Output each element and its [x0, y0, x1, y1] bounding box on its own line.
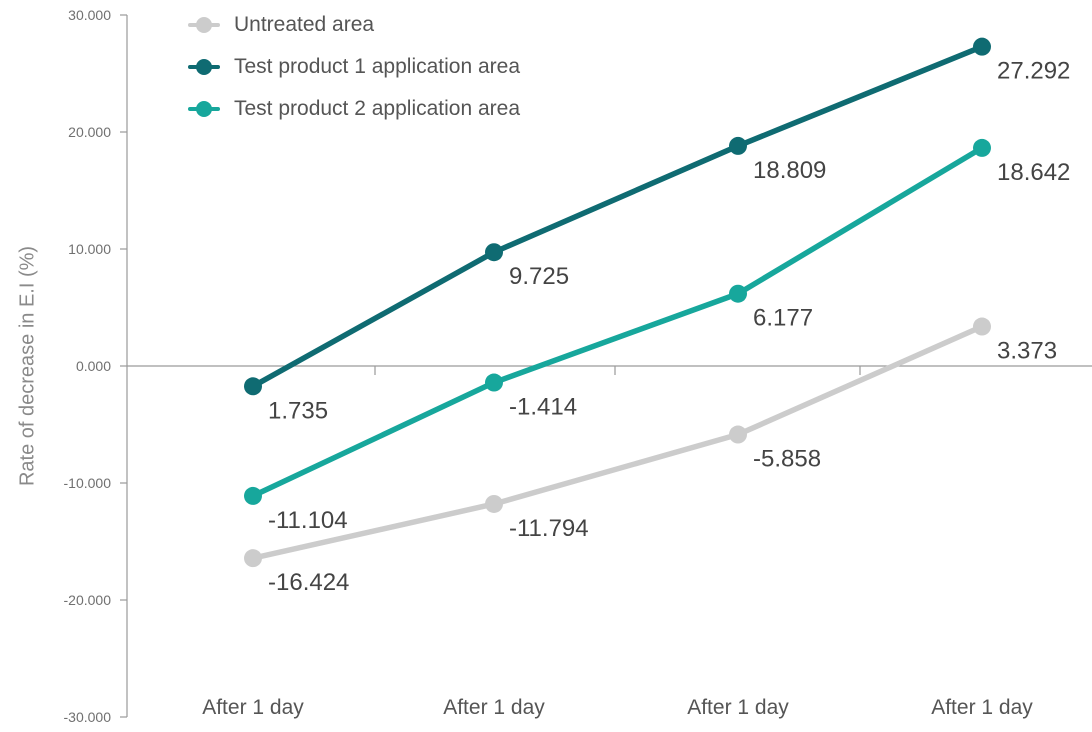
- y-tick-label: -10.000: [64, 475, 112, 491]
- x-category-label: After 1 day: [443, 696, 545, 719]
- legend-item-test-product-1: Test product 1 application area: [186, 46, 520, 88]
- data-point-test-product-2: [729, 284, 747, 303]
- y-tick-label: -30.000: [64, 709, 112, 725]
- data-label-test-product-2: 6.177: [753, 305, 813, 332]
- x-category-label: After 1 day: [931, 696, 1033, 719]
- data-point-untreated: [729, 425, 747, 444]
- data-label-test-product-2: -1.414: [509, 394, 577, 421]
- y-axis-title: Rate of decrease in E.I (%): [16, 245, 39, 487]
- series-line-untreated: [250, 323, 985, 561]
- data-point-test-product-2: [485, 373, 503, 392]
- legend-item-untreated: Untreated area: [186, 4, 520, 46]
- legend-item-test-product-2: Test product 2 application area: [186, 88, 520, 130]
- series-line-test-product-1: [250, 43, 985, 390]
- data-label-untreated: -16.424: [268, 569, 349, 596]
- y-tick-label: 20.000: [68, 124, 111, 140]
- data-point-test-product-2: [244, 486, 262, 505]
- legend-marker-untreated: [186, 15, 222, 35]
- data-point-test-product-1: [485, 243, 503, 262]
- legend-marker-test-product-1: [186, 57, 222, 77]
- data-point-test-product-1: [973, 37, 991, 56]
- legend-label-test-product-1: Test product 1 application area: [234, 55, 521, 78]
- legend-marker-test-product-2: [186, 99, 222, 119]
- y-tick-label: 0.000: [76, 358, 111, 374]
- data-point-untreated: [244, 549, 262, 568]
- data-point-test-product-1: [244, 377, 262, 396]
- x-category-label: After 1 day: [202, 696, 304, 719]
- data-point-test-product-1: [729, 136, 747, 155]
- data-point-untreated: [973, 317, 991, 336]
- data-point-untreated: [485, 494, 503, 513]
- data-label-test-product-1: 9.725: [509, 263, 569, 290]
- data-label-test-product-1: 1.735: [268, 397, 328, 424]
- x-category-label: After 1 day: [687, 696, 789, 719]
- legend-label-untreated: Untreated area: [234, 13, 375, 36]
- data-label-test-product-1: 18.809: [753, 157, 826, 184]
- legend-label-test-product-2: Test product 2 application area: [234, 97, 521, 120]
- data-point-test-product-2: [973, 138, 991, 157]
- data-label-untreated: -5.858: [753, 446, 821, 473]
- data-label-test-product-2: -11.104: [268, 507, 348, 534]
- y-tick-label: 30.000: [68, 7, 111, 23]
- data-label-untreated: 3.373: [997, 338, 1057, 365]
- data-label-test-product-1: 27.292: [997, 58, 1070, 85]
- y-tick-label: 10.000: [68, 241, 111, 257]
- series-line-test-product-2: [250, 145, 985, 499]
- y-tick-label: -20.000: [64, 592, 112, 608]
- data-label-untreated: -11.794: [509, 515, 589, 542]
- legend: Untreated area Test product 1 applicatio…: [186, 4, 520, 130]
- data-label-test-product-2: 18.642: [997, 159, 1070, 186]
